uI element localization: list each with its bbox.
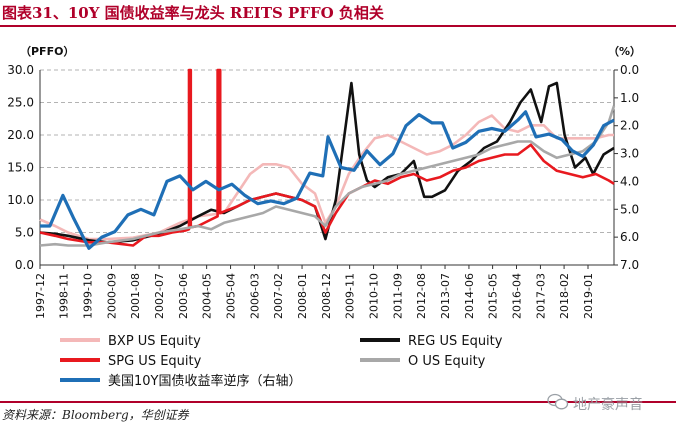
axis-layer: 0.0 5.0 10.0 15.0 20.0 25.0 30.0 7.0 6.0 5.0 4.0 3.…	[7, 63, 639, 319]
y-right-tick-label: 4.0	[620, 174, 639, 188]
series-layer	[39, 68, 616, 250]
watermark-text: 地产豪声音	[573, 397, 643, 413]
wechat-icon	[547, 393, 569, 410]
y-left-tick-label: 5.0	[15, 226, 34, 240]
x-tick-label: 2008-12	[320, 273, 333, 319]
right-axis-label: （%）	[608, 45, 641, 58]
x-tick-label: 2004-05	[201, 273, 214, 319]
footer-divider	[0, 401, 676, 403]
x-tick-label: 2017-03	[534, 273, 547, 319]
y-left-tick-label: 0.0	[15, 258, 34, 272]
legend-label-spg: SPG US Equity	[108, 354, 202, 369]
grid-layer	[40, 69, 614, 233]
title-divider	[0, 25, 676, 27]
y-left-tick-label: 20.0	[7, 128, 34, 142]
y-right-tick-label: 7.0	[620, 258, 639, 272]
x-tick-label: 2005-04	[225, 273, 238, 319]
y-left-tick-label: 25.0	[7, 96, 34, 110]
x-tick-label: 2010-10	[368, 273, 381, 319]
y-right-tick-label: 1.0	[620, 91, 639, 105]
x-tick-label: 2006-03	[248, 273, 261, 319]
x-tick-label: 2012-08	[415, 273, 428, 319]
x-tick-label: 2007-02	[272, 273, 285, 319]
legend-label-reg: REG US Equity	[408, 334, 503, 349]
y-left-tick-label: 15.0	[7, 161, 34, 175]
legend-label-ust: 美国10Y国债收益率逆序（右轴）	[108, 373, 301, 389]
x-tick-label: 2015-05	[487, 273, 500, 319]
watermark: 地产豪声音	[545, 392, 675, 414]
x-tick-label: 2019-01	[582, 273, 595, 319]
x-tick-label: 1997-12	[34, 273, 47, 319]
y-left-tick-label: 30.0	[7, 63, 34, 77]
x-tick-label: 2013-07	[439, 273, 452, 319]
x-tick-label: 2018-02	[558, 273, 571, 319]
y-right-tick-label: 5.0	[620, 202, 639, 216]
series-line-o	[39, 105, 616, 247]
source-note: 资料来源：Bloomberg，华创证券	[2, 408, 189, 422]
series-line-10yust10y	[40, 110, 615, 250]
x-tick-label: 1998-11	[58, 273, 71, 319]
x-tick-label: 2001-08	[129, 273, 142, 319]
x-tick-label: 2016-04	[511, 273, 524, 319]
x-tick-label: 2003-06	[177, 273, 190, 319]
header: 图表31、10Y 国债收益率与龙头 REITS PFFO 负相关	[0, 0, 676, 24]
y-right-tick-label: 3.0	[620, 147, 639, 161]
x-tick-label: 2002-07	[153, 273, 166, 319]
x-tick-label: 2008-01	[296, 273, 309, 319]
y-right-tick-label: 2.0	[620, 119, 639, 133]
x-tick-label: 2000-09	[105, 273, 118, 319]
x-tick-label: 2014-06	[463, 273, 476, 319]
x-tick-label: 2009-11	[344, 273, 357, 319]
left-axis-label: （PFFO）	[20, 45, 74, 58]
legend-label-o: O US Equity	[408, 354, 486, 369]
chart: 0.0 5.0 10.0 15.0 20.0 25.0 30.0 7.0 6.0 5.0 4.0 3.…	[7, 45, 641, 389]
chart-title: 图表31、10Y 国债收益率与龙头 REITS PFFO 负相关	[2, 4, 384, 22]
series-line-bxp	[39, 114, 614, 241]
x-tick-label: 2011-09	[391, 273, 404, 319]
legend-label-bxp: BXP US Equity	[108, 334, 201, 349]
y-right-tick-label: 0.0	[620, 63, 639, 77]
y-left-tick-label: 10.0	[7, 193, 34, 207]
series-line-spg	[39, 68, 615, 247]
x-tick-label: 1999-10	[82, 273, 95, 319]
legend: BXP US Equity REG US Equity SPG US Equity O…	[60, 334, 503, 389]
y-right-tick-label: 6.0	[620, 230, 639, 244]
